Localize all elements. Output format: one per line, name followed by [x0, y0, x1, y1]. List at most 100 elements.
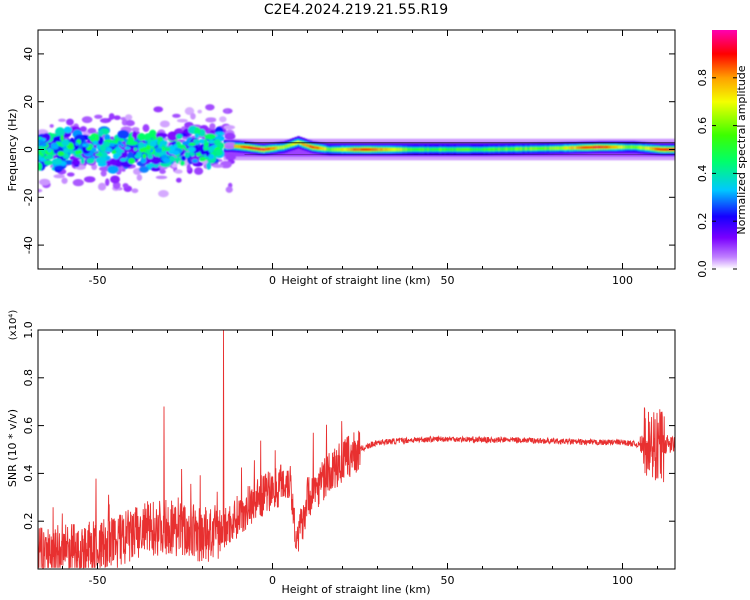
- noise-core: [100, 151, 108, 159]
- band-cell: [395, 148, 399, 151]
- noise-speckle: [79, 126, 87, 132]
- band-cell: [399, 148, 403, 151]
- band-cell: [519, 147, 523, 151]
- noise-speckle: [205, 104, 215, 111]
- band-cell: [306, 144, 310, 147]
- noise-speckle: [110, 175, 120, 184]
- band-cell: [617, 145, 621, 149]
- band-cell: [463, 148, 467, 151]
- noise-blob: [199, 156, 207, 162]
- noise-core: [208, 154, 215, 160]
- noise-speckle: [113, 115, 121, 121]
- band-cell: [248, 146, 252, 149]
- band-cell: [527, 147, 531, 151]
- noise-blob: [148, 129, 157, 139]
- noise-core: [61, 139, 70, 147]
- noise-core: [57, 150, 65, 157]
- colorbar-tick-label: 0.4: [696, 165, 709, 183]
- band-cell: [355, 148, 359, 151]
- noise-core: [38, 139, 44, 143]
- noise-core: [128, 157, 136, 165]
- noise-blob: [71, 159, 81, 166]
- band-cell: [470, 148, 474, 151]
- band-cell: [613, 145, 617, 149]
- band-cell: [375, 148, 379, 151]
- noise-core: [162, 157, 171, 164]
- band-cell: [444, 148, 448, 151]
- band-cell: [328, 148, 332, 151]
- noise-speckle: [197, 109, 203, 114]
- band-cell: [497, 147, 501, 151]
- band-cell: [637, 146, 641, 149]
- band-cell: [644, 146, 648, 150]
- band-cell: [502, 147, 506, 151]
- noise-core: [88, 135, 96, 140]
- band-cell: [238, 145, 242, 148]
- band-cell: [603, 145, 607, 149]
- noise-core: [116, 150, 122, 157]
- noise-core: [40, 147, 46, 155]
- snr-ticks: -50 0 50 100 0.2 0.4 0.6 0.8 1.0: [22, 321, 675, 587]
- band-cell: [652, 147, 656, 151]
- band-cell: [412, 148, 416, 151]
- noise-speckle: [94, 114, 103, 119]
- noise-blob: [168, 155, 176, 162]
- noise-speckle: [212, 164, 224, 168]
- band-cell: [270, 147, 274, 150]
- band-cell: [490, 148, 494, 151]
- colorbar-tick-label: 0.8: [696, 69, 709, 87]
- band-cell: [333, 148, 337, 151]
- noise-speckle: [100, 170, 107, 177]
- band-cell: [537, 147, 541, 150]
- band-cell: [448, 148, 452, 151]
- band-cell: [419, 148, 423, 151]
- noise-blob: [107, 165, 119, 174]
- band-cell: [568, 146, 572, 150]
- band-cell: [289, 143, 293, 147]
- noise-core: [189, 152, 195, 157]
- noise-core: [75, 142, 79, 146]
- band-cell: [473, 148, 477, 151]
- snr-series-line: [38, 330, 675, 569]
- noise-speckle: [159, 169, 166, 175]
- noise-blob: [167, 131, 178, 141]
- noise-speckle: [224, 132, 236, 141]
- noise-core: [92, 140, 99, 145]
- band-cell: [426, 148, 430, 151]
- band-cell: [368, 148, 372, 151]
- noise-speckle: [225, 144, 235, 150]
- spectrogram-ticks: -50 0 50 100 -40 -20 0 20 40: [22, 30, 675, 287]
- band-cell: [534, 147, 538, 150]
- noise-core: [95, 153, 103, 157]
- band-cell: [265, 147, 269, 151]
- noise-core: [208, 146, 214, 153]
- band-cell: [336, 148, 340, 151]
- noise-speckle: [174, 169, 183, 174]
- noise-blob: [117, 129, 130, 139]
- band-cell: [441, 148, 445, 151]
- spectrogram-y-tick-label: -40: [22, 236, 35, 254]
- noise-speckle: [98, 182, 107, 191]
- band-cell: [524, 147, 528, 151]
- noise-speckle: [224, 108, 230, 114]
- band-cell: [551, 147, 555, 150]
- band-cell: [666, 148, 670, 151]
- noise-blob: [180, 155, 186, 162]
- noise-region: [38, 104, 237, 198]
- band-cell: [321, 147, 325, 150]
- spectrogram-x-tick-label: -50: [89, 274, 107, 287]
- noise-speckle: [98, 166, 110, 172]
- band-cell: [510, 147, 514, 151]
- colorbar-tick-label: 0.2: [696, 212, 709, 230]
- noise-core: [181, 141, 189, 145]
- band-cell: [250, 146, 254, 150]
- colorbar-tick-label: 0.0: [696, 260, 709, 278]
- noise-speckle: [153, 106, 164, 113]
- noise-blob: [63, 126, 73, 134]
- noise-speckle: [83, 176, 96, 183]
- band-cell: [515, 147, 519, 151]
- spectrogram-x-tick-label: 100: [612, 274, 633, 287]
- noise-speckle: [176, 118, 188, 123]
- noise-speckle: [142, 124, 150, 133]
- band-cell: [630, 145, 634, 149]
